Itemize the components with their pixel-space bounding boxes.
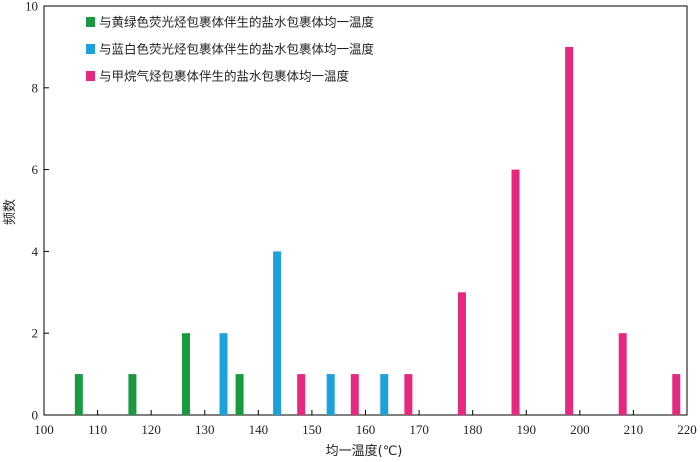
- x-tick-label: 120: [141, 422, 161, 437]
- bar-series-3-2: [350, 374, 359, 415]
- bar-series-3-4: [457, 292, 466, 415]
- bar-series-2-4: [380, 374, 389, 415]
- legend-swatch-2: [86, 44, 95, 54]
- x-axis-title: 均一温度(℃): [326, 443, 403, 459]
- bars: [74, 46, 681, 416]
- y-tick-label: 8: [32, 80, 39, 95]
- x-tick-label: 170: [409, 422, 429, 437]
- x-tick-label: 160: [356, 422, 376, 437]
- y-tick-label: 4: [32, 244, 39, 259]
- y-tick-label: 0: [32, 408, 39, 423]
- plot-frame: [43, 5, 688, 416]
- bar-series-1-4: [235, 374, 244, 415]
- x-tick-label: 190: [517, 422, 537, 437]
- legend-label-2: 与蓝白色荧光烃包裹体伴生的盐水包裹体均一温度: [99, 42, 375, 57]
- bar-series-1-3: [181, 333, 190, 415]
- bar-series-3-3: [404, 374, 413, 415]
- y-tick-label: 2: [32, 326, 39, 341]
- bar-series-1-2: [128, 374, 137, 415]
- y-tick-label: 10: [25, 0, 38, 14]
- x-tick-label: 140: [249, 422, 269, 437]
- x-tick-label: 180: [463, 422, 483, 437]
- bar-series-3-5: [511, 169, 520, 415]
- legend-label-3: 与甲烷气烃包裹体伴生的盐水包裹体均一温度: [99, 69, 350, 84]
- x-tick-label: 200: [570, 422, 590, 437]
- bar-series-3-7: [618, 333, 627, 415]
- bar-series-3-8: [672, 374, 681, 415]
- x-tick-label: 150: [302, 422, 322, 437]
- bar-series-3-6: [565, 46, 574, 416]
- x-tick-label: 100: [34, 422, 54, 437]
- y-axis-title: 频数: [3, 199, 18, 225]
- bar-series-3-1: [297, 374, 306, 415]
- x-tick-label: 110: [88, 422, 107, 437]
- legend-label-1: 与黄绿色荧光烃包裹体伴生的盐水包裹体均一温度: [99, 15, 375, 30]
- x-tick-label: 210: [624, 422, 644, 437]
- bar-series-2-1: [219, 333, 228, 415]
- legend: 与黄绿色荧光烃包裹体伴生的盐水包裹体均一温度与蓝白色荧光烃包裹体伴生的盐水包裹体…: [86, 15, 375, 84]
- x-tick-label: 220: [677, 422, 697, 437]
- legend-swatch-3: [86, 71, 95, 81]
- plot-area: [43, 5, 688, 416]
- bar-series-2-3: [326, 374, 335, 415]
- bar-series-1-1: [74, 374, 83, 415]
- legend-swatch-1: [86, 17, 95, 27]
- y-tick-label: 6: [32, 162, 39, 177]
- axes: 100 110 120 130 140 150 160 170 180 190 200 210 2200…: [25, 0, 697, 437]
- x-tick-label: 130: [195, 422, 215, 437]
- bar-series-2-2: [273, 251, 282, 415]
